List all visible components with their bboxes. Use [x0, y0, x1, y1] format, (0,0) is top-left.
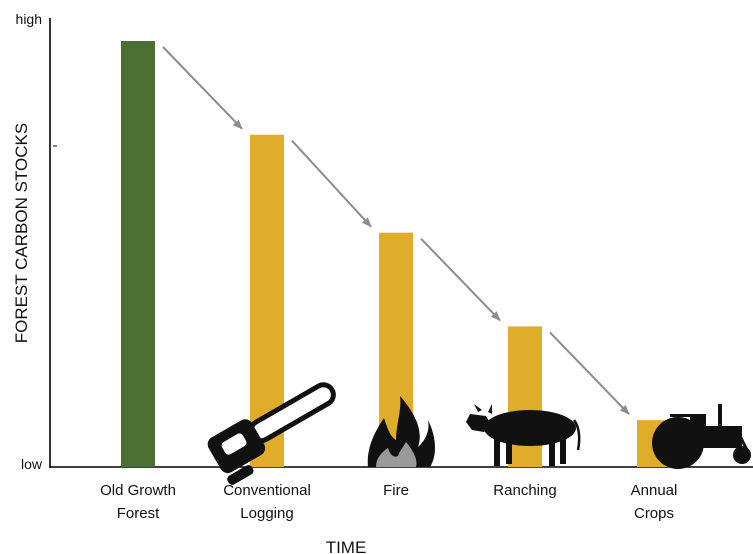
y-tick-low: low	[21, 456, 43, 472]
trend-arrow-2	[420, 238, 501, 322]
x-tick-labels: Old Growth Forest Conventional Logging Fire R…	[100, 482, 677, 522]
cow-icon	[466, 404, 581, 466]
bar-3	[508, 326, 542, 467]
x-tick-label-3: Ranching	[493, 482, 556, 499]
y-tick-high: high	[16, 11, 42, 27]
arrows-group	[162, 46, 630, 415]
y-axis-label: FOREST CARBON STOCKS	[12, 123, 31, 343]
x-tick-label-4: Annual Crops	[631, 482, 678, 522]
x-tick-label-1: Conventional Logging	[223, 482, 311, 522]
tractor-icon	[652, 404, 751, 469]
bars-group	[121, 41, 671, 467]
x-tick-label-0: Old Growth Forest	[100, 482, 176, 522]
x-tick-label-2: Fire	[383, 482, 409, 499]
x-axis-label: TIME	[326, 538, 367, 554]
trend-arrow-0	[162, 46, 243, 130]
chainsaw-icon	[207, 382, 336, 485]
bar-0	[121, 41, 155, 467]
trend-arrow-3	[549, 331, 630, 415]
trend-arrow-1	[291, 140, 372, 228]
fire-icon	[367, 396, 435, 467]
